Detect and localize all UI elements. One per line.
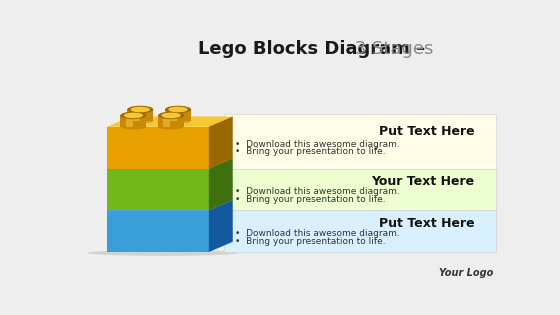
Text: Put Text Here: Put Text Here: [379, 125, 474, 138]
Polygon shape: [133, 110, 139, 121]
Polygon shape: [107, 200, 233, 210]
Ellipse shape: [165, 106, 191, 113]
FancyBboxPatch shape: [224, 169, 496, 210]
Polygon shape: [120, 115, 146, 127]
Ellipse shape: [127, 118, 153, 123]
Text: •  Bring your presentation to life.: • Bring your presentation to life.: [235, 147, 385, 157]
Ellipse shape: [130, 107, 150, 112]
Polygon shape: [127, 110, 153, 121]
Polygon shape: [125, 115, 133, 127]
Text: Your Text Here: Your Text Here: [371, 175, 474, 188]
Text: •  Download this awesome diagram.: • Download this awesome diagram.: [235, 140, 400, 149]
Ellipse shape: [127, 106, 153, 113]
Polygon shape: [107, 210, 209, 252]
Ellipse shape: [124, 112, 143, 118]
Polygon shape: [107, 169, 209, 210]
FancyBboxPatch shape: [224, 114, 496, 169]
Polygon shape: [209, 117, 233, 169]
Ellipse shape: [158, 124, 184, 129]
FancyBboxPatch shape: [224, 210, 496, 252]
Text: •  Bring your presentation to life.: • Bring your presentation to life.: [235, 237, 385, 246]
Ellipse shape: [120, 112, 146, 119]
Polygon shape: [209, 200, 233, 252]
Ellipse shape: [87, 250, 239, 256]
Text: Put Text Here: Put Text Here: [379, 217, 474, 230]
Polygon shape: [107, 117, 233, 127]
Ellipse shape: [158, 112, 184, 119]
Polygon shape: [107, 127, 209, 169]
Polygon shape: [164, 115, 170, 127]
Ellipse shape: [161, 112, 181, 118]
Polygon shape: [158, 115, 184, 127]
Ellipse shape: [169, 107, 188, 112]
Text: •  Download this awesome diagram.: • Download this awesome diagram.: [235, 187, 400, 196]
Polygon shape: [165, 110, 191, 121]
Text: •  Download this awesome diagram.: • Download this awesome diagram.: [235, 229, 400, 238]
Text: •  Bring your presentation to life.: • Bring your presentation to life.: [235, 195, 385, 204]
Polygon shape: [170, 110, 178, 121]
Text: Your Logo: Your Logo: [439, 268, 493, 278]
Polygon shape: [107, 158, 233, 169]
Ellipse shape: [120, 124, 146, 129]
Text: 3 Stages: 3 Stages: [349, 40, 433, 58]
Ellipse shape: [165, 118, 191, 123]
Text: Lego Blocks Diagram –: Lego Blocks Diagram –: [198, 40, 425, 58]
Polygon shape: [209, 158, 233, 210]
